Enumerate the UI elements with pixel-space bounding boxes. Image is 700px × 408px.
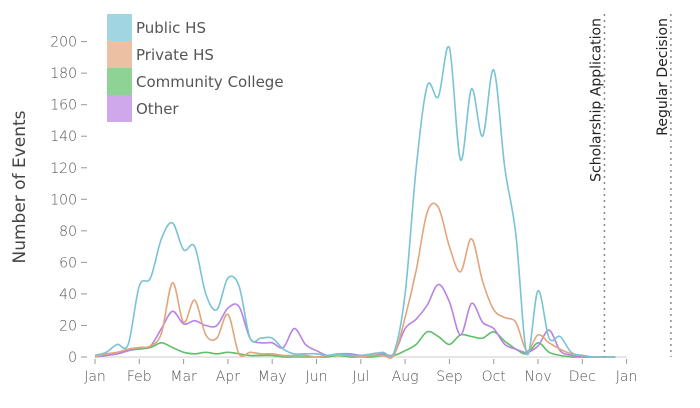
series-line-private-hs (94, 202, 616, 359)
series-line-public-hs (94, 45, 616, 358)
axes: 0 20 40 60 80 100 120 140 160 180 200 Jan Feb Mar Apr M… (50, 35, 637, 385)
y-axis-label: Number of Events (10, 110, 30, 263)
legend-swatch (107, 14, 132, 41)
y-tick-label: 120 (50, 161, 77, 177)
legend-swatch (107, 41, 132, 68)
y-tick-label: 140 (50, 129, 77, 145)
legend-swatch (107, 68, 132, 95)
deadline-label: Regular Decision (655, 18, 671, 136)
y-tick-label: 60 (59, 255, 77, 271)
legend-label: Public HS (136, 19, 206, 37)
x-tick-label: Jul (352, 369, 369, 385)
x-tick-label: Dec (569, 369, 596, 385)
legend-swatch (107, 95, 132, 122)
y-tick-label: 100 (50, 192, 77, 208)
legend: Public HS Private HS Community College Othe… (107, 14, 284, 122)
y-tick-label: 180 (50, 66, 77, 82)
x-tick-label: Jan (616, 369, 638, 385)
legend-label: Private HS (136, 46, 214, 64)
deadline-annotations: Scholarship Application Regular Decision (588, 14, 672, 357)
x-tick-label: Jun (306, 369, 328, 385)
y-tick-label: 80 (59, 224, 77, 240)
deadline-label: Scholarship Application (588, 18, 604, 182)
series-lines (94, 45, 616, 359)
x-tick-label: Mar (170, 369, 197, 385)
x-tick-label: May (258, 369, 287, 385)
series-line-other (94, 283, 616, 358)
y-tick-label: 40 (59, 287, 77, 303)
x-tick-label: Oct (482, 369, 506, 385)
y-tick-label: 20 (59, 318, 77, 334)
x-tick-label: Aug (392, 369, 419, 385)
legend-label: Other (136, 100, 179, 118)
legend-label: Community College (136, 73, 284, 91)
x-tick-label: Apr (216, 369, 240, 385)
x-tick-label: Jan (84, 369, 106, 385)
x-tick-label: Feb (127, 369, 152, 385)
x-tick-label: Sep (436, 369, 462, 385)
y-tick-label: 200 (50, 35, 77, 51)
x-tick-label: Nov (524, 369, 551, 385)
y-tick-label: 0 (68, 350, 77, 366)
y-tick-label: 160 (50, 98, 77, 114)
